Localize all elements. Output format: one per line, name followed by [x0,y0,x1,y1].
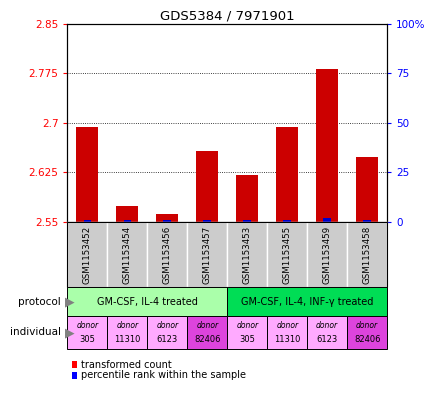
Text: transformed count: transformed count [81,360,171,370]
Text: GSM1153452: GSM1153452 [83,225,92,284]
Text: donor: donor [355,321,377,330]
Text: GM-CSF, IL-4 treated: GM-CSF, IL-4 treated [97,297,197,307]
Text: GSM1153455: GSM1153455 [282,225,291,284]
Bar [316,68,337,222]
Text: donor: donor [316,321,338,330]
Text: individual: individual [10,327,61,338]
Text: percentile rank within the sample: percentile rank within the sample [81,370,245,380]
Text: 305: 305 [79,335,95,344]
Bar [203,220,210,222]
Bar [163,220,171,222]
Text: 6123: 6123 [156,335,178,344]
Text: 82406: 82406 [353,335,380,344]
Text: GSM1153454: GSM1153454 [122,225,132,284]
Text: GM-CSF, IL-4, INF-γ treated: GM-CSF, IL-4, INF-γ treated [240,297,372,307]
Bar [116,206,138,222]
Bar [156,214,178,222]
Text: ▶: ▶ [65,295,75,308]
Bar [236,175,258,222]
Text: GSM1153459: GSM1153459 [322,226,331,283]
Text: donor: donor [276,321,298,330]
Bar [76,127,98,222]
Text: 305: 305 [239,335,255,344]
Text: 82406: 82406 [194,335,220,344]
Text: donor: donor [196,321,218,330]
Text: donor: donor [236,321,258,330]
Text: ▶: ▶ [65,326,75,339]
Text: 11310: 11310 [273,335,300,344]
Title: GDS5384 / 7971901: GDS5384 / 7971901 [160,9,294,22]
Text: 6123: 6123 [316,335,337,344]
Bar [243,220,250,222]
Text: donor: donor [156,321,178,330]
Bar [276,127,298,222]
Text: donor: donor [116,321,138,330]
Bar [362,220,370,222]
Text: 11310: 11310 [114,335,140,344]
Bar [83,220,91,222]
Bar [283,220,290,222]
Text: GSM1153457: GSM1153457 [202,225,211,284]
Text: GSM1153456: GSM1153456 [162,225,171,284]
Bar [123,220,131,222]
Text: GSM1153458: GSM1153458 [362,225,371,284]
Bar [196,151,218,222]
Text: GSM1153453: GSM1153453 [242,225,251,284]
Bar [322,218,330,222]
Text: donor: donor [76,321,98,330]
Bar [355,157,377,222]
Text: protocol: protocol [18,297,61,307]
